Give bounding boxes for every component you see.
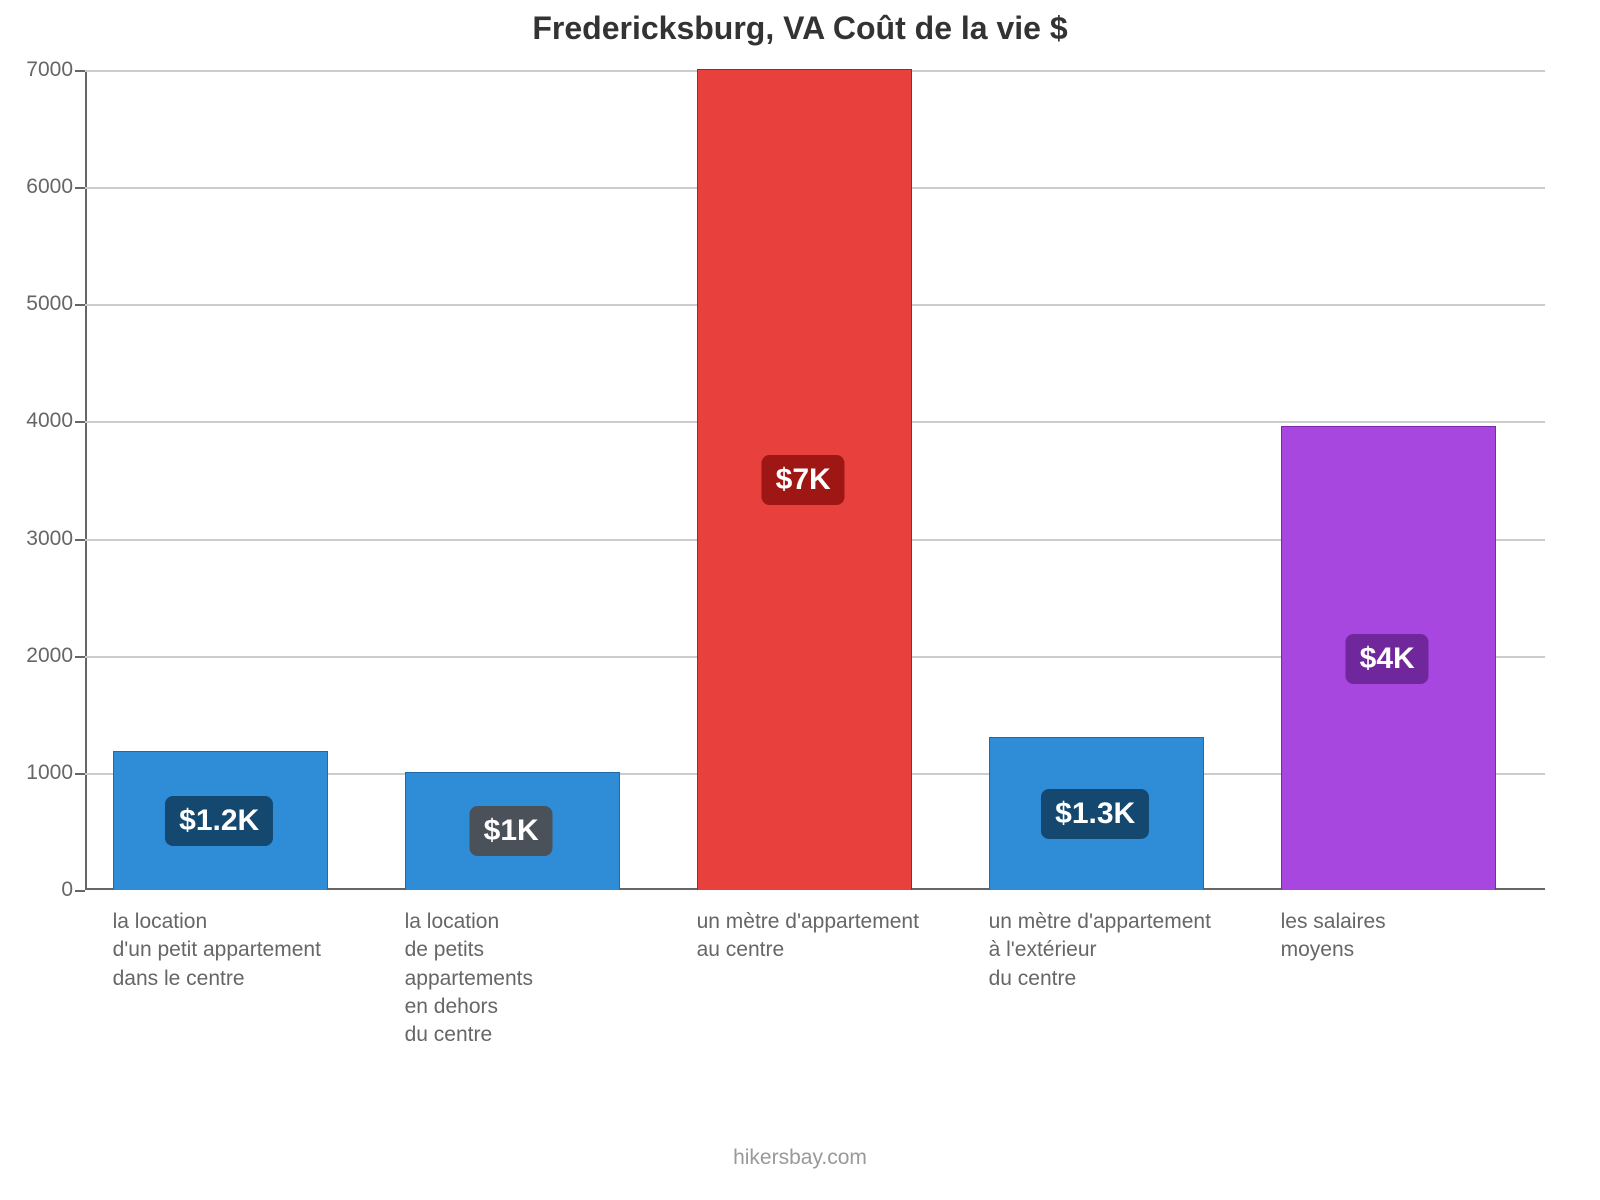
y-tick-label: 0 <box>61 878 85 902</box>
bar-value-label: $7K <box>762 455 845 505</box>
x-category-label: un mètre d'appartement au centre <box>697 908 957 965</box>
y-tick-label: 6000 <box>26 175 85 199</box>
y-tick-label: 1000 <box>26 761 85 785</box>
y-tick-label: 4000 <box>26 409 85 433</box>
bar-value-label: $1K <box>470 806 553 856</box>
x-category-label: un mètre d'appartement à l'extérieur du … <box>989 908 1249 993</box>
x-category-label: les salaires moyens <box>1281 908 1541 965</box>
y-tick-label: 3000 <box>26 527 85 551</box>
plot-area: 01000200030004000500060007000$1.2Kla loc… <box>85 70 1545 890</box>
footer-attribution: hikersbay.com <box>0 1146 1600 1170</box>
chart-container: Fredericksburg, VA Coût de la vie $ 0100… <box>0 0 1600 1200</box>
x-category-label: la location de petits appartements en de… <box>405 908 665 1050</box>
y-tick-label: 2000 <box>26 644 85 668</box>
chart-title: Fredericksburg, VA Coût de la vie $ <box>0 10 1600 47</box>
x-category-label: la location d'un petit appartement dans … <box>113 908 373 993</box>
bar-value-label: $1.3K <box>1041 789 1149 839</box>
bar-value-label: $1.2K <box>165 796 273 846</box>
y-tick-label: 7000 <box>26 58 85 82</box>
y-axis-line <box>85 70 87 890</box>
bar-value-label: $4K <box>1346 634 1429 684</box>
y-tick-label: 5000 <box>26 292 85 316</box>
